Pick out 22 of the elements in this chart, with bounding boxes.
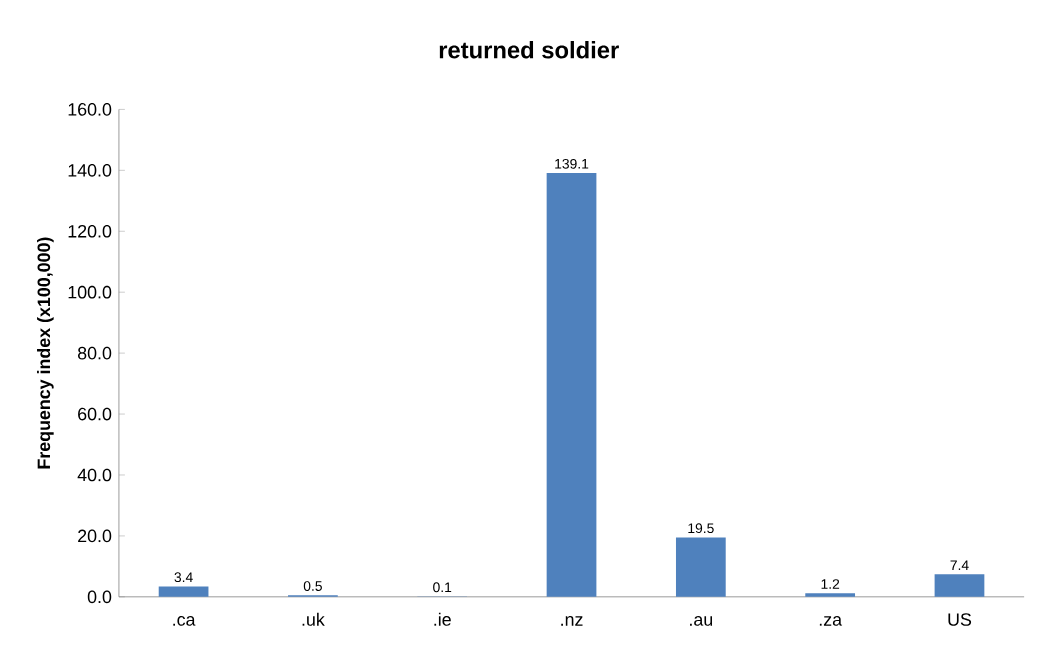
bar xyxy=(158,586,209,597)
y-tick-label: 80.0 xyxy=(77,346,112,360)
x-tick-label: .za xyxy=(819,615,843,626)
y-axis-title: Frequency index (x100,000) xyxy=(37,237,54,469)
x-tick-label: .uk xyxy=(302,612,325,626)
x-tick-label: .ca xyxy=(173,615,196,626)
y-tick-label: 60.0 xyxy=(78,407,112,421)
bar xyxy=(546,172,597,597)
x-tick-label: US xyxy=(948,612,972,626)
chart-title: returned soldier xyxy=(439,40,619,59)
x-tick-label: .nz xyxy=(561,615,583,626)
y-tick-label: 40.0 xyxy=(77,468,112,482)
y-tick-label: 0.0 xyxy=(87,590,112,603)
y-tick-label: 160.0 xyxy=(68,102,112,116)
y-tick-label: 100.0 xyxy=(68,285,112,299)
x-tick-label: .au xyxy=(690,615,713,626)
bar xyxy=(934,574,985,597)
x-tick-label: .ie xyxy=(434,612,451,626)
bar xyxy=(675,537,726,597)
y-tick-label: 140.0 xyxy=(68,163,112,177)
y-tick-label: 20.0 xyxy=(78,529,112,543)
y-tick-label: 120.0 xyxy=(68,224,112,238)
